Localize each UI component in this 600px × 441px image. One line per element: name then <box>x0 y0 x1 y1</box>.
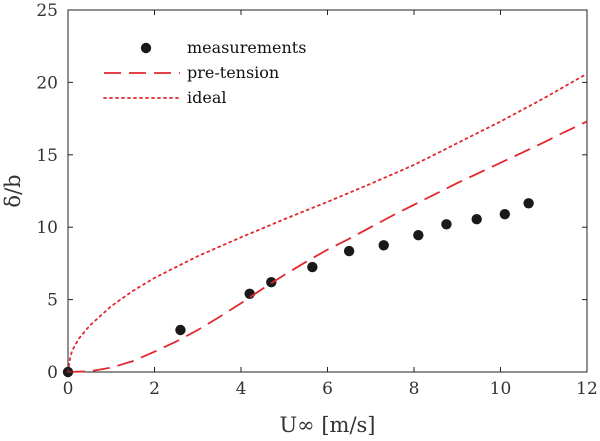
series-layer <box>62 72 588 378</box>
legend-entry-measurements: measurements <box>140 38 306 57</box>
plot-frame <box>67 9 588 373</box>
x-tick-label: 0 <box>63 379 74 399</box>
legend-label: measurements <box>187 38 306 57</box>
x-tick-label: 12 <box>576 379 598 399</box>
measurements-point-7 <box>413 229 424 241</box>
x-tick-label: 4 <box>236 379 247 399</box>
series-ideal <box>67 72 588 373</box>
x-tick-label: 6 <box>322 379 333 399</box>
measurements-point-11 <box>523 198 534 209</box>
pre-tension-line <box>67 120 588 373</box>
series-pre-tension <box>67 120 588 373</box>
x-tick-label: 2 <box>149 379 160 399</box>
legend: measurements pre-tension ideal <box>103 38 306 107</box>
legend-swatch <box>140 42 152 54</box>
series-measurements <box>62 198 534 378</box>
measurements-point-10 <box>499 208 511 220</box>
measurements-point-2 <box>244 288 255 300</box>
y-tick-label: 0 <box>47 363 58 383</box>
legend-label: pre-tension <box>187 63 279 82</box>
measurements-point-6 <box>378 240 389 251</box>
plot-area-border <box>67 9 588 373</box>
x-axis-label: U∞ [m/s] <box>279 413 375 437</box>
ideal-line <box>67 72 588 373</box>
measurements-point-5 <box>343 245 355 257</box>
y-tick-label: 10 <box>36 218 58 238</box>
measurements-point-9 <box>471 214 482 225</box>
legend-entry-pre-tension: pre-tension <box>104 63 279 82</box>
legend-entry-ideal: ideal <box>103 88 226 107</box>
y-tick-label: 5 <box>47 291 58 311</box>
x-tick-label: 10 <box>490 379 512 399</box>
y-tick-label: 25 <box>36 1 58 21</box>
legend-label: ideal <box>187 88 226 107</box>
measurements-point-1 <box>175 324 186 336</box>
x-tick-label: 8 <box>409 379 420 399</box>
y-tick-label: 15 <box>36 146 58 166</box>
y-axis-label: δ/b <box>1 174 25 207</box>
measurements-point-4 <box>307 261 318 273</box>
y-tick-label: 20 <box>36 73 58 93</box>
ticks-layer: 0 2 4 6 8 10 12 0 5 10 15 20 25 <box>36 1 597 399</box>
measurements-point-8 <box>441 219 452 230</box>
